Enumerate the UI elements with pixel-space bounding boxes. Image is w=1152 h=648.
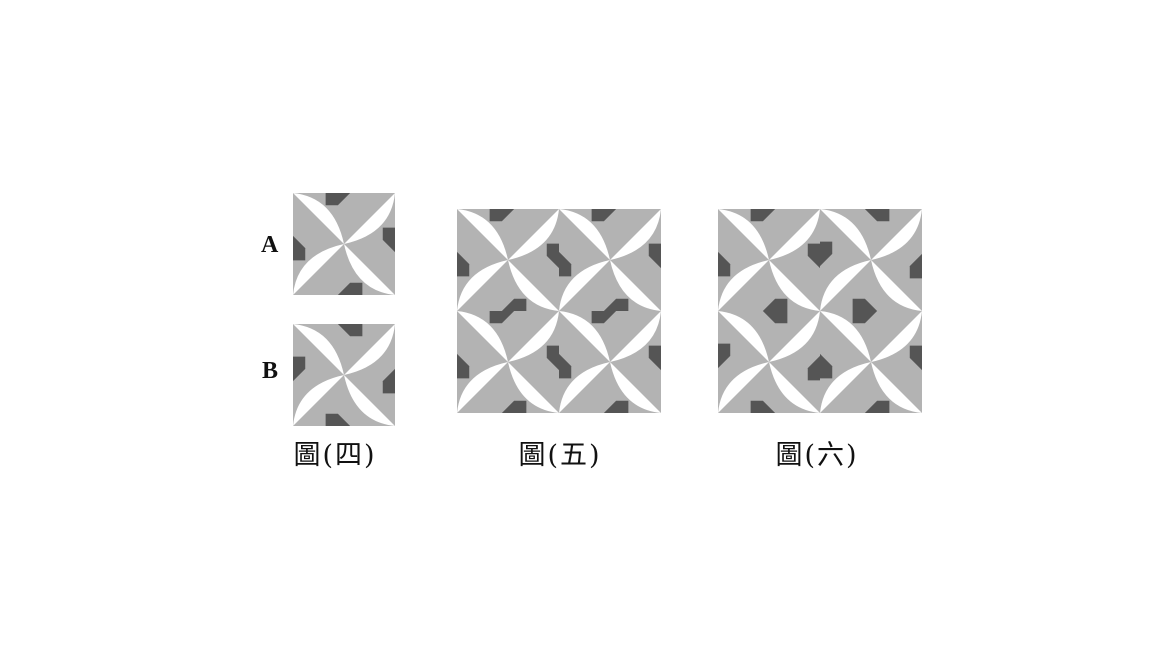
bar-right <box>546 345 559 371</box>
bar-bottom <box>864 400 890 413</box>
blade-top-left <box>293 193 344 244</box>
bar-top <box>489 209 515 222</box>
blade-top-right <box>508 209 559 260</box>
bar-right <box>807 355 820 381</box>
blade-top-right <box>344 193 395 244</box>
bar-top <box>852 311 878 324</box>
bar-left <box>293 356 306 382</box>
tile-a <box>293 193 395 295</box>
blade-bottom-right <box>508 260 559 311</box>
blade-bottom-left <box>718 260 769 311</box>
bar-right <box>807 243 820 269</box>
figure-6-tile-r1c1 <box>820 311 922 413</box>
blade-top-left <box>559 311 610 362</box>
blade-bottom-right <box>344 244 395 295</box>
blade-bottom-right <box>344 375 395 426</box>
blade-bottom-right <box>769 362 820 413</box>
blade-bottom-right <box>769 260 820 311</box>
blade-bottom-left <box>559 362 610 413</box>
bar-right <box>648 345 661 371</box>
blade-bottom-right <box>871 362 922 413</box>
figure-5-tile-r1c1 <box>559 311 661 413</box>
bar-top <box>864 209 890 222</box>
blade-bottom-left <box>457 260 508 311</box>
bar-bottom <box>852 298 878 311</box>
tile-a-pattern <box>293 193 395 295</box>
figure-6-tile-r1c0 <box>718 311 820 413</box>
bar-left <box>718 251 731 277</box>
bar-bottom <box>337 282 363 295</box>
figure-4-caption: 圖(四) <box>293 440 377 471</box>
bar-bottom <box>501 400 527 413</box>
blade-top-right <box>871 209 922 260</box>
bar-bottom <box>603 298 629 311</box>
figure-6-tile-r0c0 <box>718 209 820 311</box>
bar-left <box>559 353 572 379</box>
blade-top-left <box>820 311 871 362</box>
bar-top <box>762 311 788 324</box>
bar-left <box>457 251 470 277</box>
bar-top <box>591 311 617 324</box>
figure-5-tile-r1c0 <box>457 311 559 413</box>
blade-top-right <box>610 311 661 362</box>
blade-top-right <box>610 209 661 260</box>
blade-top-left <box>457 311 508 362</box>
figure-5-caption: 圖(五) <box>518 440 602 471</box>
bar-left <box>293 235 306 261</box>
bar-top <box>750 209 776 222</box>
blade-top-left <box>820 209 871 260</box>
bar-top <box>337 324 363 337</box>
bar-top <box>489 311 515 324</box>
blade-top-right <box>871 311 922 362</box>
blade-bottom-right <box>610 260 661 311</box>
blade-bottom-left <box>293 375 344 426</box>
blade-bottom-left <box>457 362 508 413</box>
bar-left <box>559 251 572 277</box>
bar-left <box>820 241 833 267</box>
blade-bottom-right <box>610 362 661 413</box>
blade-top-left <box>293 324 344 375</box>
bar-bottom <box>750 400 776 413</box>
blade-bottom-left <box>718 362 769 413</box>
tile-label-a: A <box>261 232 279 258</box>
bar-left <box>718 343 731 369</box>
blade-top-right <box>769 209 820 260</box>
tile-label-b: B <box>262 358 279 384</box>
bar-right <box>909 253 922 279</box>
blade-bottom-left <box>820 362 871 413</box>
blade-top-left <box>559 209 610 260</box>
bar-right <box>546 243 559 269</box>
bar-right <box>648 243 661 269</box>
bar-left <box>820 353 833 379</box>
bar-right <box>382 227 395 253</box>
figure-6-caption: 圖(六) <box>775 440 859 471</box>
tile-b-pattern <box>293 324 395 426</box>
blade-bottom-left <box>559 260 610 311</box>
blade-top-right <box>508 311 559 362</box>
bar-bottom <box>603 400 629 413</box>
blade-top-left <box>718 311 769 362</box>
figure-5-tile-r0c1 <box>559 209 661 311</box>
blade-bottom-right <box>871 260 922 311</box>
figure-6-grid <box>718 209 922 413</box>
bar-left <box>457 353 470 379</box>
tile-b <box>293 324 395 426</box>
bar-right <box>909 345 922 371</box>
figure-6-tile-r0c1 <box>820 209 922 311</box>
blade-top-left <box>718 209 769 260</box>
bar-bottom <box>501 298 527 311</box>
blade-bottom-left <box>820 260 871 311</box>
blade-bottom-left <box>293 244 344 295</box>
blade-top-right <box>769 311 820 362</box>
bar-top <box>325 193 351 206</box>
bar-right <box>382 368 395 394</box>
figure-5-tile-r0c0 <box>457 209 559 311</box>
bar-bottom <box>762 298 788 311</box>
blade-top-right <box>344 324 395 375</box>
blade-top-left <box>457 209 508 260</box>
bar-top <box>591 209 617 222</box>
blade-bottom-right <box>508 362 559 413</box>
bar-bottom <box>325 413 351 426</box>
figure-5-grid <box>457 209 661 413</box>
